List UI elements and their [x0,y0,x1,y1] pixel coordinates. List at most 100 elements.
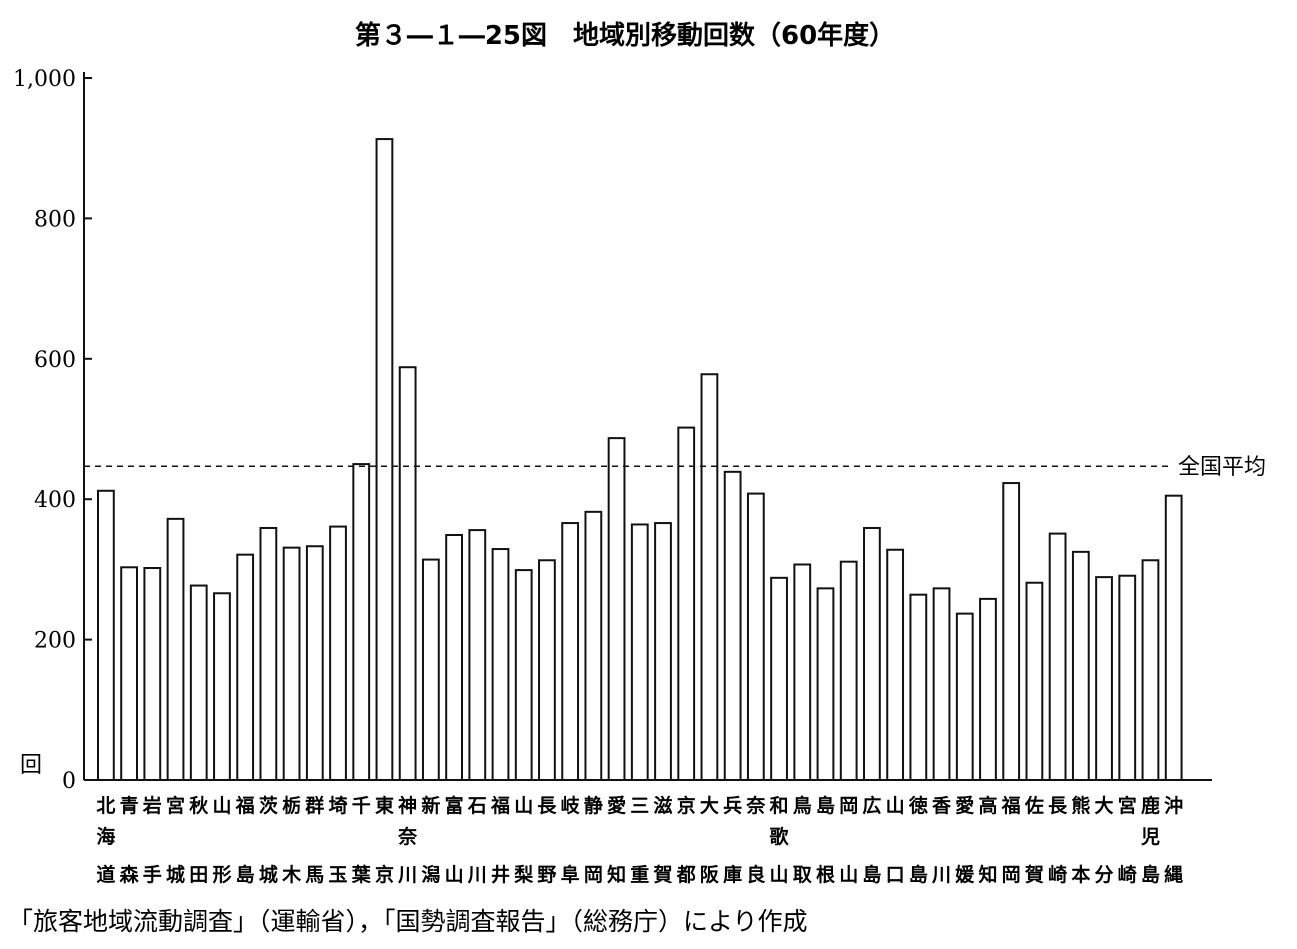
x-tick-label-char: 森 [120,863,140,886]
x-tick-label-徳島: 徳島 [908,794,928,886]
x-tick-label-char: 取 [793,864,812,886]
x-tick-label-char: 埼 [329,794,348,817]
x-tick-label-福岡: 福岡 [1001,794,1021,886]
y-tick-label: 400 [34,488,76,513]
x-tick-label-和歌山: 和歌山 [770,794,790,886]
y-tick-label: 600 [34,348,76,373]
x-tick-label-char: 庫 [723,863,742,886]
x-tick-label-愛知: 愛知 [607,795,626,886]
bar-秋田 [189,584,208,782]
x-tick-label-char: 本 [1071,863,1090,886]
x-tick-label-char: 梨 [513,863,534,886]
x-tick-label-佐賀: 佐賀 [1024,794,1044,886]
x-tick-label-char: 奈 [745,794,766,817]
x-tick-label-char: 重 [630,864,649,886]
x-tick-label-鹿児島: 鹿児島 [1140,794,1160,886]
bar-茨城 [259,526,278,781]
bar-岩手 [143,566,162,781]
x-tick-label-char: 高 [978,794,997,817]
x-tick-label-char: 知 [607,863,626,886]
bar-北海道 [97,489,115,781]
x-tick-label-char: 徳 [908,794,928,817]
x-tick-label-char: 広 [862,794,881,817]
x-tick-label-岩手: 岩手 [142,794,162,886]
x-tick-label-char: 福 [1001,794,1021,817]
bars [97,138,1183,782]
x-tick-label-広島: 広島 [862,794,881,886]
x-tick-label-char: 岡 [839,795,858,817]
x-tick-label-群馬: 群馬 [304,794,324,886]
x-tick-label-島根: 島根 [816,794,835,886]
x-tick-label-char: 島 [1141,863,1160,886]
bar-沖縄 [1164,494,1183,781]
x-tick-label-char: 島 [862,863,881,886]
bar-徳島 [909,593,928,781]
bar-石川 [468,529,487,782]
x-tick-label-char: 石 [467,795,487,817]
x-tick-label-char: 賀 [1024,864,1044,886]
bar-鹿児島 [1141,559,1160,781]
x-tick-label-栃木: 栃木 [281,794,302,886]
x-tick-label-char: 沖 [1164,794,1183,817]
x-tick-label-宮崎: 宮崎 [1118,794,1137,886]
x-tick-label-富山: 富山 [445,794,464,886]
x-tick-label-char: 山 [886,795,905,817]
x-tick-label-char: 馬 [305,864,324,886]
x-tick-label-char: 愛 [955,795,974,817]
x-tick-label-鳥取: 鳥取 [793,794,812,886]
x-tick-label-char: 秋 [189,794,209,817]
x-tick-label-char: 歌 [770,825,790,848]
x-tick-label-char: 島 [816,794,835,817]
x-tick-label-熊本: 熊本 [1071,794,1090,886]
x-tick-label-char: 京 [677,794,696,817]
x-tick-label-char: 福 [235,794,255,817]
x-tick-label-char: 鳥 [793,794,812,817]
x-tick-label-新潟: 新潟 [421,794,440,886]
x-tick-label-char: 潟 [421,864,440,886]
x-tick-label-秋田: 秋田 [189,794,209,886]
x-tick-label-滋賀: 滋賀 [652,794,672,886]
x-tick-label-char: 和 [770,794,789,817]
x-tick-label-東京: 東京 [375,794,394,886]
x-tick-label-char: 阪 [700,863,720,886]
bar-埼玉 [329,525,347,781]
x-tick-label-char: 城 [166,863,185,886]
x-tick-label-char: 宮 [166,794,185,817]
bar-三重 [630,523,649,781]
x-tick-label-char: 玉 [329,864,348,886]
x-tick-label-char: 山 [839,864,858,886]
bar-佐賀 [1025,581,1044,781]
x-tick-label-埼玉: 埼玉 [329,794,348,886]
x-tick-label-char: 分 [1095,864,1114,886]
x-tick-label-char: 道 [96,863,115,886]
x-tick-label-char: 岡 [584,864,603,886]
bar-宮崎 [1118,574,1137,782]
x-tick-label-char: 長 [1048,795,1068,817]
chart-title: 第３―１―25図 地域別移動回数（60年度） [355,20,895,51]
x-tick-label-char: 良 [746,863,765,886]
x-tick-label-char: 根 [816,863,835,886]
x-tick-label-青森: 青森 [120,795,140,886]
bar-千葉 [352,463,371,781]
x-tick-label-大阪: 大阪 [700,794,720,886]
x-tick-label-兵庫: 兵庫 [723,795,742,886]
x-tick-label-char: 大 [700,794,719,817]
bar-高知 [979,597,997,781]
bar-島根 [816,587,835,781]
x-tick-label-北海道: 北海道 [96,795,115,886]
bar-和歌山 [770,576,788,781]
x-tick-label-char: 宮 [1118,794,1137,817]
x-tick-label-char: 島 [236,863,255,886]
x-tick-label-char: 児 [1140,826,1160,848]
bar-山口 [886,548,905,782]
x-axis-labels: 北海道青森岩手宮城秋田山形福島茨城栃木群馬埼玉千葉東京神奈川新潟富山石川福井山梨… [96,794,1183,886]
x-tick-label-char: 佐 [1024,794,1044,817]
x-tick-label-福島: 福島 [235,794,255,886]
x-tick-label-長崎: 長崎 [1048,795,1068,886]
x-tick-label-char: 三 [630,795,649,817]
x-tick-label-茨城: 茨城 [259,794,278,886]
x-tick-label-石川: 石川 [467,795,487,886]
x-tick-label-char: 岐 [561,795,581,817]
x-tick-label-char: 長 [537,795,557,817]
x-tick-label-char: 愛 [607,795,626,817]
